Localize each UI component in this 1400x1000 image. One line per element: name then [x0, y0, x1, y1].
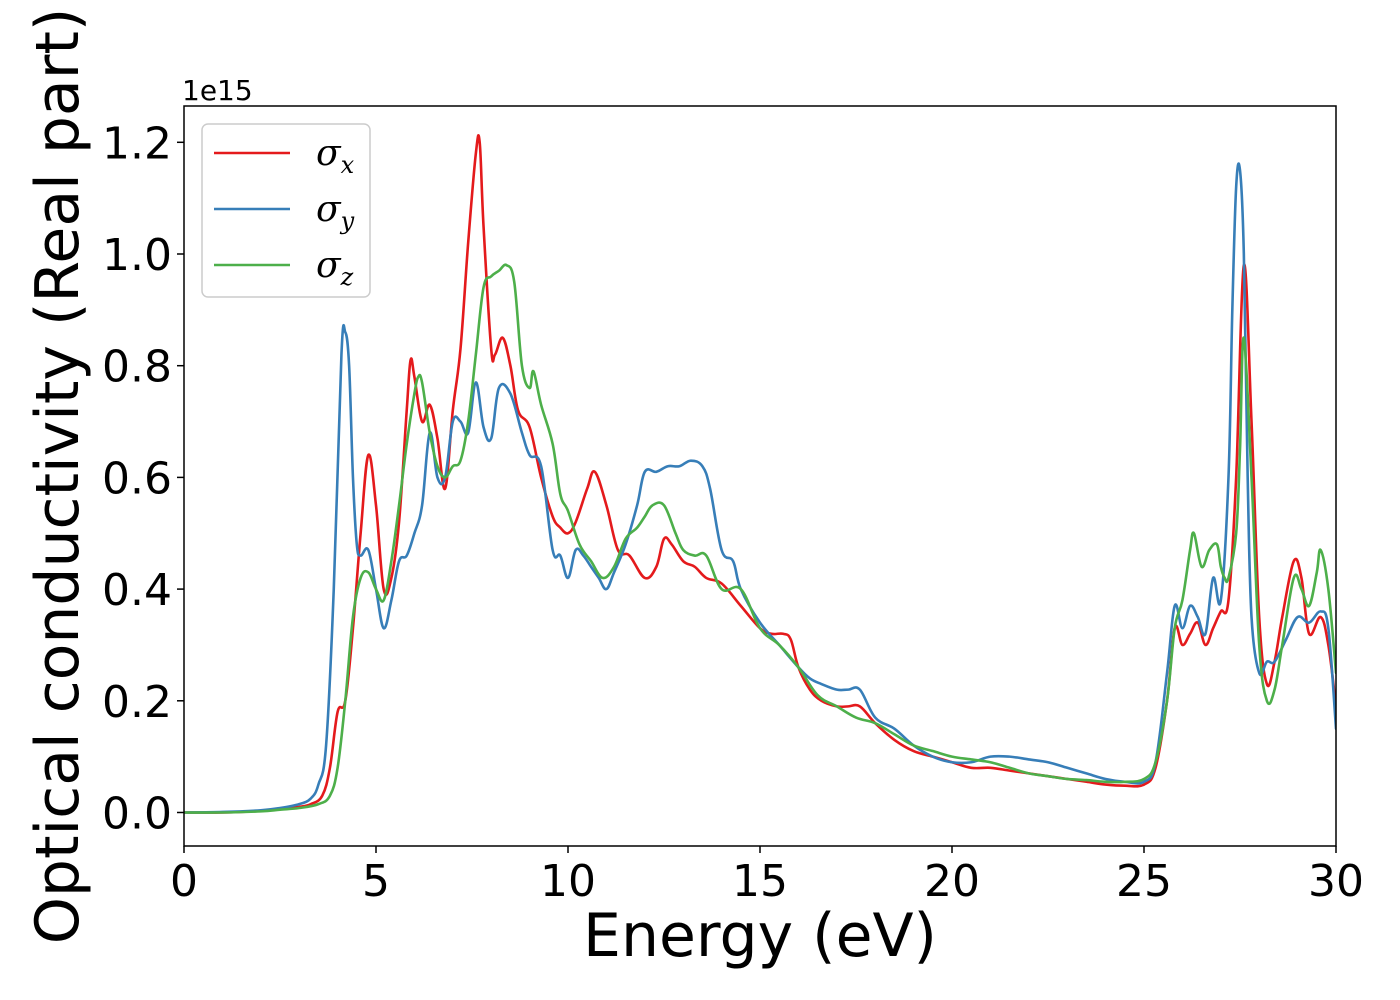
series-line-sigma_x [184, 134, 1336, 814]
y-tick-label: 0.2 [102, 677, 172, 728]
y-tick-label: 0.4 [102, 565, 172, 616]
y-tick-label: 0.6 [102, 453, 172, 504]
y-tick-label: 1.2 [102, 118, 172, 169]
y-axis-label: Optical conductivity (Real part) [23, 8, 93, 945]
series-line-sigma_y [184, 162, 1336, 814]
x-axis: 0 5 10 15 20 25 30 [170, 846, 1364, 907]
x-tick-label: 5 [362, 856, 390, 907]
y-axis: 0.0 0.2 0.4 0.6 0.8 1.0 1.2 [102, 118, 184, 839]
legend: σx σy σz [201, 123, 371, 298]
x-tick-label: 20 [924, 856, 980, 907]
x-tick-label: 10 [540, 856, 596, 907]
y-offset-label: 1e15 [182, 74, 253, 107]
x-axis-label: Energy (eV) [583, 901, 937, 971]
y-tick-label: 1.0 [102, 230, 172, 281]
legend-box [201, 123, 371, 298]
y-tick-label: 0.8 [102, 342, 172, 393]
legend-label-sigma_x: σx [316, 133, 355, 179]
legend-label-sigma_y: σy [316, 189, 355, 235]
series-line-sigma_z [184, 263, 1336, 814]
x-tick-label: 25 [1116, 856, 1172, 907]
x-tick-label: 15 [732, 856, 788, 907]
series-layer [184, 134, 1336, 814]
legend-label-sigma_z: σz [316, 245, 354, 291]
x-tick-label: 0 [170, 856, 198, 907]
x-tick-label: 30 [1308, 856, 1364, 907]
y-tick-label: 0.0 [102, 788, 172, 839]
